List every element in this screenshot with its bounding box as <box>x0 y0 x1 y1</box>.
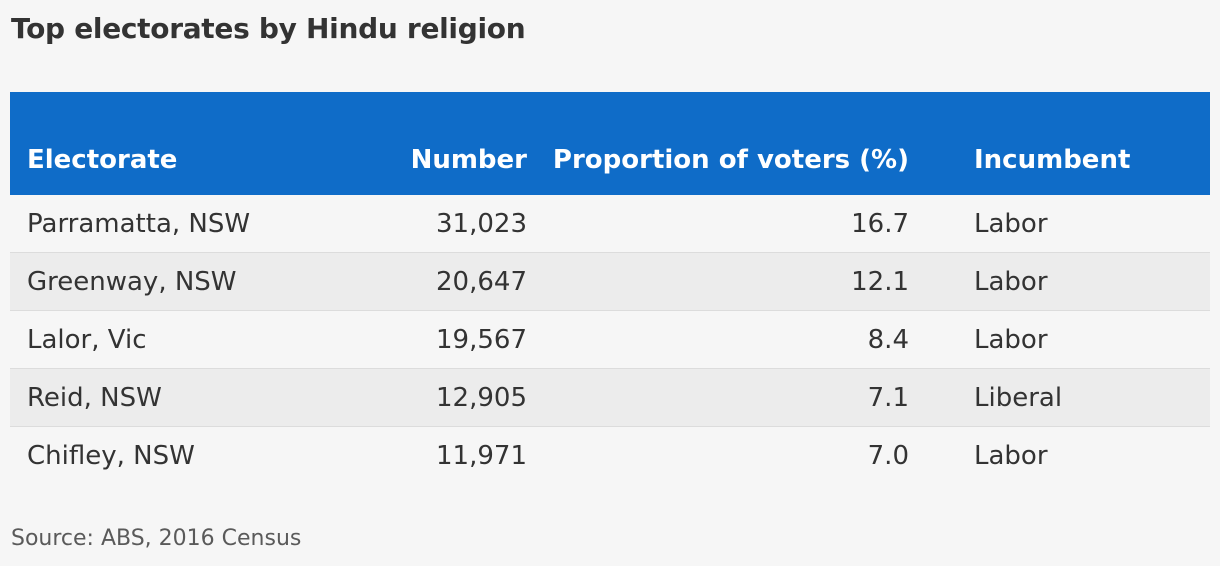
cell-proportion: 12.1 <box>527 252 909 311</box>
cell-electorate: Reid, NSW <box>10 368 357 427</box>
cell-number: 20,647 <box>357 252 527 311</box>
source-note: Source: ABS, 2016 Census <box>11 526 302 551</box>
cell-number: 12,905 <box>357 368 527 427</box>
table-row: Lalor, Vic 19,567 8.4 Labor <box>10 310 1210 369</box>
cell-electorate: Greenway, NSW <box>10 252 357 311</box>
cell-number: 19,567 <box>357 310 527 369</box>
cell-electorate: Parramatta, NSW <box>10 195 357 253</box>
header-row: Electorate Number Proportion of voters (… <box>10 92 1210 195</box>
table-row: Parramatta, NSW 31,023 16.7 Labor <box>10 195 1210 253</box>
cell-incumbent: Labor <box>974 440 1048 471</box>
cell-incumbent: Labor <box>909 252 1210 311</box>
table-row: Reid, NSW 12,905 7.1 Liberal <box>10 368 1210 427</box>
table-row: Greenway, NSW 20,647 12.1 Labor <box>10 252 1210 311</box>
column-header-number: Number <box>410 145 527 175</box>
table-body: Parramatta, NSW 31,023 16.7 Labor Greenw… <box>10 195 1210 484</box>
cell-incumbent: Labor <box>909 195 1210 253</box>
cell-electorate: Chifley, NSW <box>27 440 195 471</box>
cell-proportion: 8.4 <box>527 310 909 369</box>
table-row: Chifley, NSW 11,971 7.0 Labor <box>10 426 1210 484</box>
column-header-electorate: Electorate <box>27 145 178 175</box>
page-title: Top electorates by Hindu religion <box>11 12 526 45</box>
cell-proportion: 7.1 <box>527 368 909 427</box>
cell-proportion: 7.0 <box>867 440 909 471</box>
column-header-proportion: Proportion of voters (%) <box>552 145 909 175</box>
data-table: Electorate Number Proportion of voters (… <box>10 92 1210 484</box>
cell-incumbent: Labor <box>909 310 1210 369</box>
cell-electorate: Lalor, Vic <box>10 310 357 369</box>
cell-number: 31,023 <box>357 195 527 253</box>
cell-proportion: 16.7 <box>527 195 909 253</box>
cell-incumbent: Liberal <box>909 368 1210 427</box>
cell-number: 11,971 <box>436 440 527 471</box>
table-header: Electorate Number Proportion of voters (… <box>10 92 1210 195</box>
column-header-incumbent: Incumbent <box>974 145 1131 175</box>
